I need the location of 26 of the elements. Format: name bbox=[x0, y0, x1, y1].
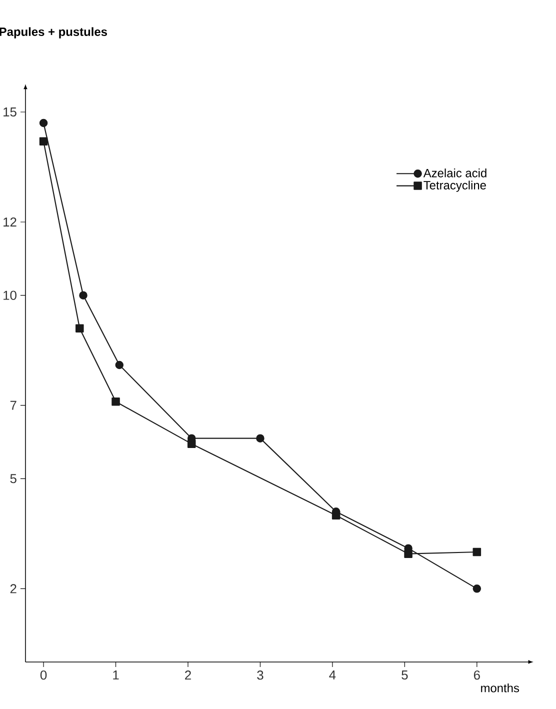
point bbox=[79, 291, 88, 300]
y-tick-label: 7 bbox=[10, 400, 17, 410]
x-tick-label: 4 bbox=[329, 670, 336, 680]
x-tick-label: 2 bbox=[185, 670, 192, 680]
x-tick-label: 5 bbox=[402, 670, 408, 680]
point bbox=[40, 118, 48, 128]
y-tick-label: 5 bbox=[10, 474, 17, 484]
x-tick-label: 3 bbox=[257, 670, 264, 680]
point bbox=[473, 584, 482, 593]
x-tick-label: 0 bbox=[40, 670, 47, 680]
x-axis-title: months bbox=[481, 684, 520, 692]
x-tick-label: 1 bbox=[113, 670, 119, 680]
legend-label: Tetracycline bbox=[424, 180, 486, 192]
x-tick-label: 6 bbox=[474, 670, 480, 680]
legend-label: Azelaic acid bbox=[424, 168, 487, 178]
y-tick-label: 15 bbox=[4, 107, 17, 117]
y-tick-label: 12 bbox=[4, 217, 17, 227]
y-tick-label: 10 bbox=[4, 290, 17, 300]
point bbox=[76, 324, 84, 332]
point bbox=[40, 137, 48, 146]
point bbox=[115, 360, 124, 370]
point bbox=[256, 434, 265, 442]
y-axis-title: Papules + pustules bbox=[0, 27, 108, 38]
point bbox=[473, 548, 482, 556]
point bbox=[112, 398, 120, 406]
y-tick-label: 2 bbox=[10, 584, 17, 594]
